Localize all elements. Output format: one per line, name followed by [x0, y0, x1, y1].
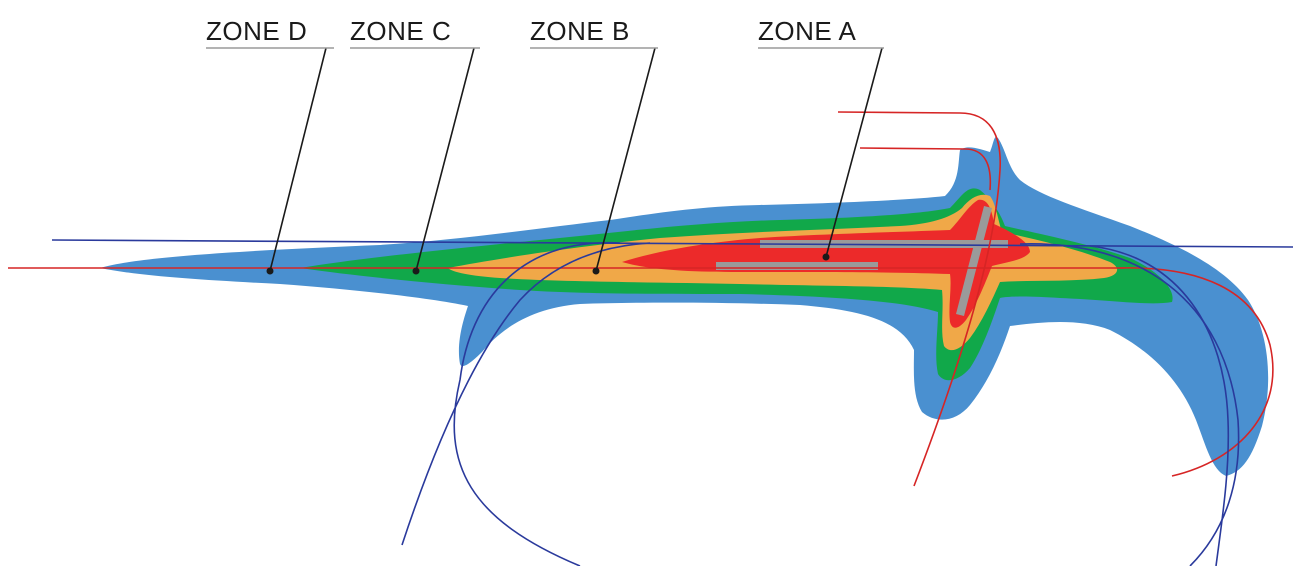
zone-d-label: ZONE D — [206, 16, 307, 46]
runway-crosswind — [956, 206, 992, 316]
point-zone-d — [266, 267, 274, 275]
blue-track-west-diagonal — [401, 242, 651, 546]
reference-points — [266, 253, 830, 275]
flight-tracks — [8, 111, 1293, 566]
blue-track-straight — [51, 239, 1293, 248]
leader-line-zone-b — [595, 47, 656, 272]
red-track-north-loop-upper — [837, 111, 1001, 487]
point-zone-a — [822, 253, 830, 261]
leader-line-zone-a — [825, 47, 883, 258]
leader-line-zone-d — [269, 47, 327, 272]
zone-c-label: ZONE C — [350, 16, 451, 46]
zone-b-label: ZONE B — [530, 16, 630, 46]
leader-line-zone-c — [415, 47, 475, 272]
blue-track-west-loop — [453, 242, 621, 566]
point-zone-c — [412, 267, 420, 275]
runway-east-west-south — [716, 262, 878, 270]
point-zone-b — [592, 267, 600, 275]
zone-a-label: ZONE A — [758, 16, 857, 46]
red-track-north-loop-lower — [859, 147, 992, 191]
zone-d-contour — [100, 136, 1269, 477]
blue-track-east-loop-inner — [1089, 245, 1230, 566]
leader-lines — [269, 47, 883, 272]
